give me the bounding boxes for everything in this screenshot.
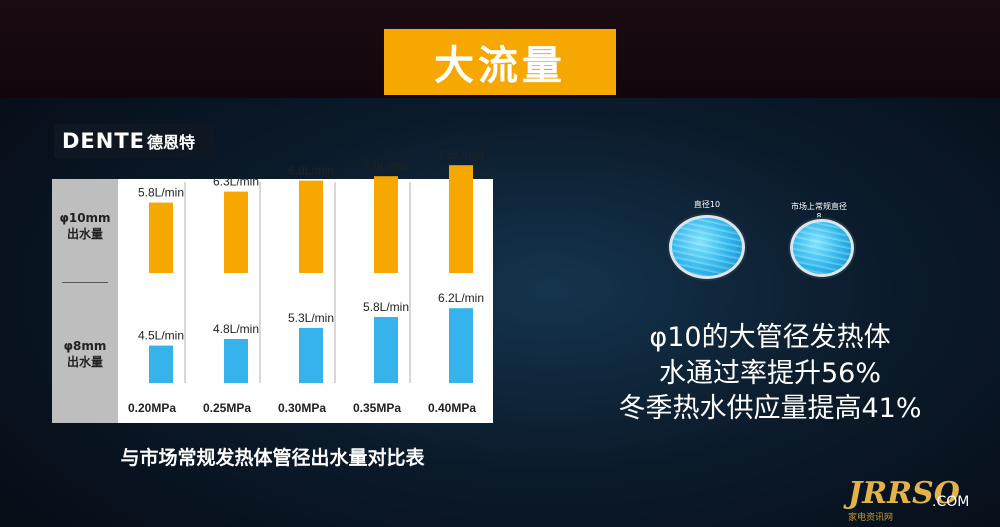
category-label-1: 0.25MPa	[203, 401, 251, 415]
data-label-8mm-0: 4.5L/min	[138, 329, 184, 343]
category-label-0: 0.20MPa	[128, 401, 176, 415]
brand-logo: DENTE 德恩特	[54, 124, 214, 158]
data-label-8mm-4: 6.2L/min	[438, 291, 484, 305]
category-label-3: 0.35MPa	[353, 401, 401, 415]
highlight-line-2: 水通过率提升56%	[658, 358, 881, 389]
watermark-sub: 家电资讯网	[848, 513, 894, 523]
bar-10mm-1	[224, 191, 248, 273]
data-label-8mm-3: 5.8L/min	[363, 300, 409, 314]
data-label-10mm-4: 7.5L/min	[438, 148, 484, 162]
bar-8mm-2	[299, 328, 323, 383]
circle-label-8: 市场上常规直径8	[791, 202, 847, 221]
data-label-8mm-1: 4.8L/min	[213, 322, 259, 336]
row-label-column	[52, 179, 118, 423]
row-label-8mm-line1: φ8mm	[63, 339, 107, 353]
category-label-4: 0.40MPa	[428, 401, 476, 415]
logo-chinese: 德恩特	[147, 133, 196, 152]
highlight-line-3: 冬季热水供应量提高41%	[618, 393, 922, 424]
highlight-line-1: φ10的大管径发热体	[649, 322, 891, 353]
row-label-10mm-line2: 出水量	[66, 227, 103, 241]
row-separator	[62, 282, 108, 283]
chart-panel	[52, 179, 493, 423]
data-label-10mm-1: 6.3L/min	[213, 175, 259, 189]
bar-8mm-4	[449, 308, 473, 383]
bar-8mm-0	[149, 345, 173, 383]
row-label-8mm: φ8mm 出水量	[52, 338, 118, 370]
bar-8mm-3	[374, 317, 398, 383]
watermark-suffix: .COM	[932, 494, 970, 510]
bar-10mm-0	[149, 202, 173, 273]
bar-10mm-3	[374, 176, 398, 273]
data-label-10mm-2: 6.8L/min	[288, 164, 334, 178]
row-label-10mm: φ10mm 出水量	[52, 210, 118, 242]
row-label-8mm-line2: 出水量	[66, 355, 103, 369]
category-label-2: 0.30MPa	[278, 401, 326, 415]
logo-latin: DENTE	[62, 129, 146, 153]
row-label-10mm-line1: φ10mm	[59, 211, 111, 225]
data-label-10mm-0: 5.8L/min	[138, 186, 184, 200]
bar-8mm-1	[224, 339, 248, 383]
circle-label-10: 直径10	[693, 200, 721, 209]
pipe-10mm-circle	[669, 215, 745, 279]
watermark: JRRSO .COM 家电资讯网	[848, 470, 978, 523]
data-label-10mm-3: 7.0L/min	[363, 159, 409, 173]
bar-10mm-2	[299, 180, 323, 273]
watermark-main: JRRSO	[848, 476, 960, 511]
bar-10mm-4	[449, 165, 473, 273]
pipe-8mm-circle	[790, 219, 854, 277]
data-label-8mm-2: 5.3L/min	[288, 311, 334, 325]
chart-caption: 与市场常规发热体管径出水量对比表	[120, 447, 425, 469]
page-title: 大流量	[384, 29, 616, 95]
